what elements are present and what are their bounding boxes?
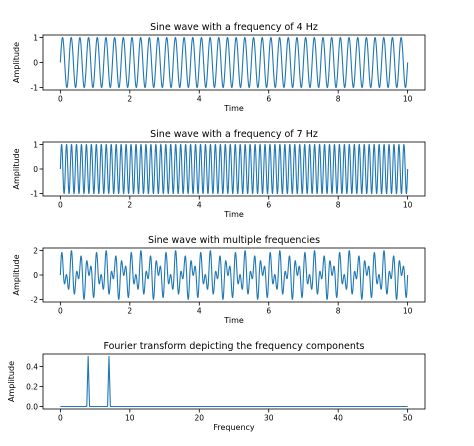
y-tick-label: 0.4 (26, 362, 38, 371)
series-line (59, 143, 409, 195)
y-tick-label: 2 (33, 246, 38, 255)
y-tick-label: -1 (31, 189, 39, 198)
x-tick-label: 2 (127, 201, 132, 210)
y-tick-label: -1 (31, 83, 39, 92)
subplot-4: Fourier transform depicting the frequenc… (7, 341, 426, 432)
x-tick-label: 4 (197, 201, 202, 210)
x-tick-label: 4 (197, 95, 202, 104)
x-tick-label: 30 (264, 414, 274, 423)
x-tick-label: 8 (336, 95, 341, 104)
x-tick-label: 2 (127, 307, 132, 316)
x-tick-label: 20 (194, 414, 204, 423)
x-axis-label: Time (223, 316, 244, 325)
x-tick-label: 10 (403, 201, 413, 210)
y-axis-label: Amplitude (12, 148, 21, 189)
x-tick-label: 6 (266, 307, 271, 316)
y-tick-label: 0 (33, 271, 38, 280)
x-tick-label: 6 (266, 201, 271, 210)
x-axis-label: Time (223, 104, 244, 113)
y-tick-label: 0 (33, 165, 38, 174)
series-line (60, 355, 408, 408)
x-axis-label: Frequency (213, 423, 255, 432)
x-tick-label: 10 (125, 414, 135, 423)
axes-frame (42, 353, 426, 410)
x-tick-label: 8 (336, 201, 341, 210)
x-tick-label: 2 (127, 95, 132, 104)
subplot-1: Sine wave with a frequency of 4 Hz 0 2 4 6 8 1… (12, 22, 426, 113)
y-tick-label: 0 (33, 58, 38, 67)
series-line (59, 36, 409, 89)
chart-title: Sine wave with a frequency of 7 Hz (150, 129, 318, 140)
y-axis-label: Amplitude (12, 42, 21, 83)
x-tick-label: 10 (403, 95, 413, 104)
chart-title: Fourier transform depicting the frequenc… (103, 341, 364, 352)
chart-title: Sine wave with multiple frequencies (148, 235, 320, 246)
x-tick-label: 0 (58, 201, 63, 210)
x-tick-label: 0 (58, 307, 63, 316)
x-tick-label: 8 (336, 307, 341, 316)
chart-title: Sine wave with a frequency of 4 Hz (150, 22, 318, 33)
y-tick-label: 0.0 (26, 402, 38, 411)
x-tick-label: 6 (266, 95, 271, 104)
x-axis-label: Time (223, 210, 244, 219)
subplot-2: Sine wave with a frequency of 7 Hz 0 2 4 6 8 1… (12, 129, 426, 219)
x-tick-label: 4 (197, 307, 202, 316)
series-line (59, 250, 409, 300)
subplot-3: Sine wave with multiple frequencies 0 2 4 6 8… (12, 235, 426, 325)
y-axis-label: Amplitude (7, 361, 16, 402)
x-tick-label: 0 (58, 95, 63, 104)
x-tick-label: 50 (403, 414, 413, 423)
x-tick-label: 10 (403, 307, 413, 316)
y-tick-label: 1 (33, 33, 38, 42)
y-tick-label: 1 (33, 140, 38, 149)
x-tick-label: 40 (333, 414, 343, 423)
y-tick-label: -2 (31, 295, 39, 304)
y-axis-label: Amplitude (12, 254, 21, 295)
x-tick-label: 0 (58, 414, 63, 423)
y-tick-label: 0.2 (26, 382, 38, 391)
